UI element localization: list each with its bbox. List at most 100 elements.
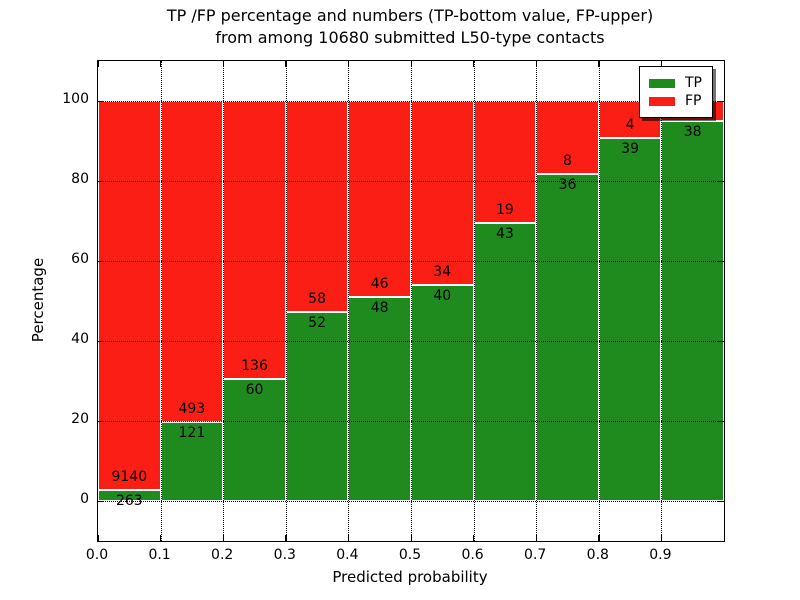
x-axis-label: Predicted probability [332,568,488,586]
x-tick-label: 0.1 [148,547,171,563]
bar-segment-fp [411,101,474,285]
x-tick-label: 0.5 [398,547,422,563]
x-tick-mark [285,61,287,67]
bar-segment-tp [348,296,411,501]
bar-segment-fp [348,101,411,297]
fp-count-label: 8 [563,152,572,169]
y-tick-label: 20 [71,411,89,427]
y-tick-mark [98,260,104,262]
x-tick-label: 0.2 [211,547,234,563]
tp-count-label: 60 [245,381,264,398]
fp-count-label: 9140 [111,468,148,485]
y-tick-mark [98,500,104,502]
x-tick-mark [347,61,350,67]
x-tick-mark [347,535,350,541]
bar-segment-fp [98,101,161,490]
x-tick-mark [660,535,663,541]
fp-legend-swatch [649,96,675,106]
y-tick-mark [718,180,724,182]
bar-segment-tp [536,173,599,501]
tp-legend-swatch [649,78,675,88]
y-tick-label: 80 [71,171,89,187]
x-tick-mark [598,535,600,541]
x-tick-mark [222,61,224,67]
y-tick-mark [718,420,724,422]
x-tick-label: 0.6 [461,547,484,563]
plot-area: TP FP 9140 263 493 121 136 60 58 52 46 48 34 40 19 43… [97,60,725,542]
y-axis-label: Percentage [29,257,47,343]
x-tick-mark [160,61,162,67]
y-tick-mark [718,260,724,262]
vertical-gridline [411,61,412,541]
bar-segment-fp [473,101,537,224]
bar-segment-tp [98,489,161,501]
fp-count-label: 493 [178,401,206,418]
vertical-gridline [661,61,663,541]
fp-count-label: 19 [495,202,514,219]
x-tick-mark [473,61,475,67]
chart-title-line2: from among 10680 submitted L50-type cont… [215,28,605,47]
tp-count-label: 36 [558,176,577,193]
tp-count-label: 40 [433,287,452,304]
fp-count-label: 46 [370,275,389,292]
x-tick-label: 0.8 [586,547,609,563]
tp-legend-label: TP [685,75,702,91]
x-tick-label: 0.7 [524,547,547,563]
x-tick-label: 0.3 [273,547,296,563]
x-tick-mark [598,61,600,67]
legend-item-fp: FP [649,93,702,109]
x-tick-label: 0.0 [85,547,109,563]
vertical-gridline [598,61,600,541]
x-tick-mark [410,61,412,67]
x-tick-mark [660,61,663,67]
vertical-gridline [160,61,162,541]
tp-count-label: 38 [683,124,702,140]
fp-legend-label: FP [685,93,702,109]
x-tick-mark [97,61,99,67]
y-tick-mark [98,180,104,182]
tp-count-label: 263 [115,492,143,509]
x-tick-mark [473,535,475,541]
tp-count-label: 43 [495,226,514,243]
y-tick-label: 0 [80,491,89,507]
tp-count-label: 52 [308,314,326,331]
vertical-gridline [536,61,538,541]
bar-segment-fp [285,101,349,312]
y-tick-label: 100 [62,91,89,107]
y-tick-mark [98,100,104,102]
x-tick-mark [410,535,412,541]
y-tick-label: 60 [71,251,89,267]
x-tick-mark [535,61,537,67]
legend-item-tp: TP [649,75,702,91]
bar-segment-tp [661,121,724,501]
x-tick-mark [222,535,224,541]
chart-title: TP /FP percentage and numbers (TP-bottom… [97,5,723,49]
bar-segment-tp [411,284,474,501]
vertical-gridline [348,61,350,541]
bar-segment-tp [598,138,662,501]
bar-segment-tp [223,378,286,501]
y-tick-mark [718,100,724,102]
y-tick-label: 40 [71,331,89,347]
fp-count-label: 58 [308,290,326,307]
fp-count-label: 34 [433,263,452,280]
x-tick-mark [160,535,162,541]
fp-count-label: 136 [241,357,268,374]
legend: TP FP [639,66,713,118]
bar-segment-fp [536,101,599,174]
chart-title-line1: TP /FP percentage and numbers (TP-bottom… [166,6,654,25]
vertical-gridline [473,61,475,541]
y-tick-mark [98,420,104,422]
tp-count-label: 48 [370,299,389,316]
tp-count-label: 39 [621,141,639,158]
tp-count-label: 121 [178,425,206,442]
y-tick-mark [718,340,724,342]
vertical-gridline [223,61,225,541]
x-tick-mark [535,535,537,541]
bar-segment-fp [223,101,286,379]
vertical-gridline [285,61,287,541]
y-tick-mark [718,500,724,502]
fp-count-label: 4 [625,117,635,134]
x-tick-mark [285,535,287,541]
